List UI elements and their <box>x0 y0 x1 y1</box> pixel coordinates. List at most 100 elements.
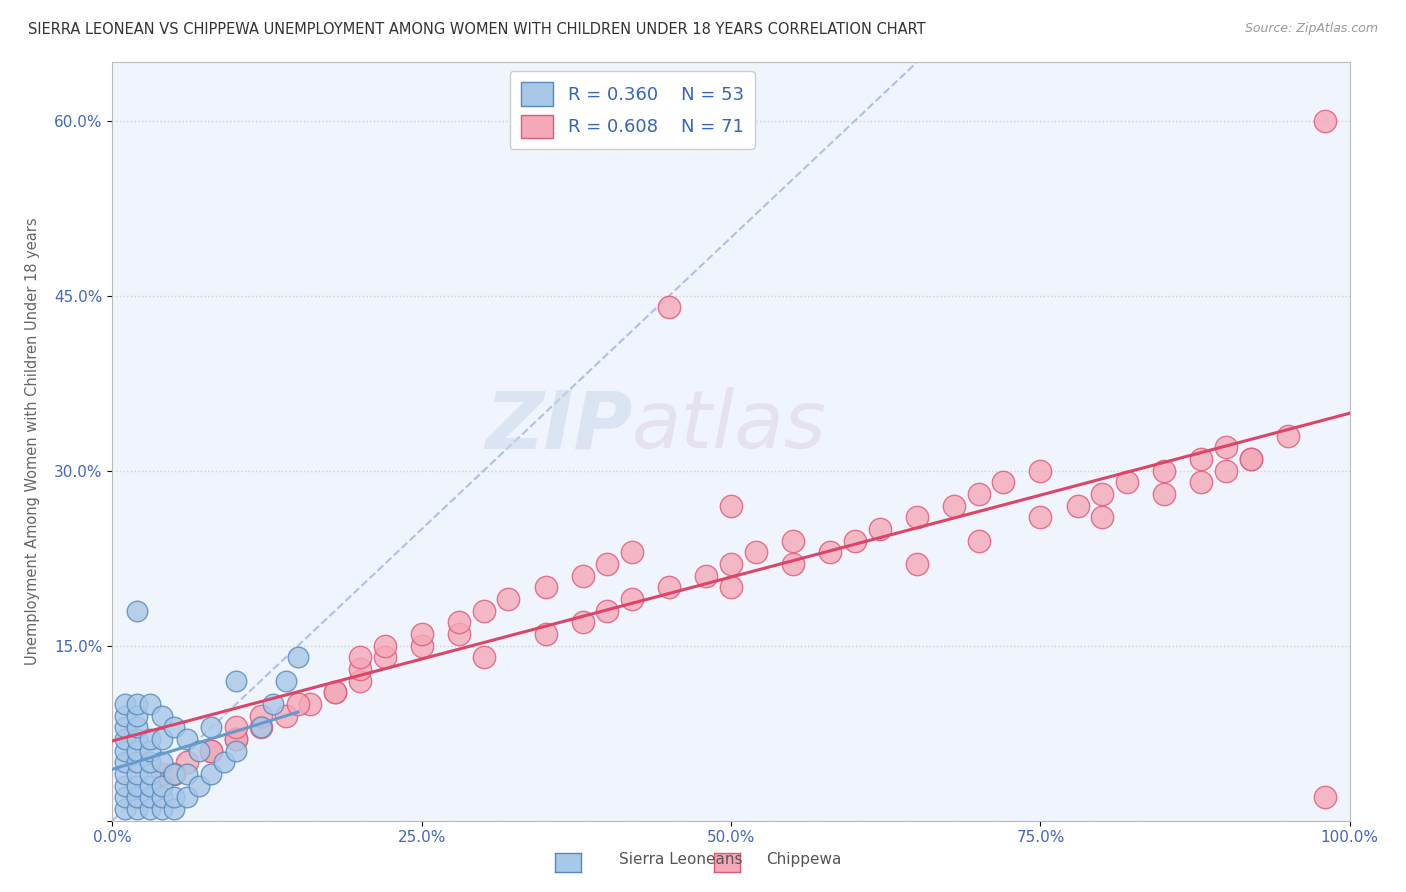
Point <box>1277 428 1299 442</box>
Point <box>250 720 273 734</box>
Point <box>993 475 1015 490</box>
Point <box>225 673 247 688</box>
Point <box>967 533 990 548</box>
Point <box>1240 452 1263 467</box>
Point <box>138 767 160 781</box>
Point <box>114 697 136 711</box>
Point <box>323 685 346 699</box>
Point <box>1029 464 1052 478</box>
Point <box>349 673 371 688</box>
Point <box>127 790 149 805</box>
Point <box>1066 499 1088 513</box>
Point <box>782 557 804 571</box>
Point <box>374 639 396 653</box>
Point <box>114 720 136 734</box>
Point <box>225 731 247 746</box>
Point <box>411 627 433 641</box>
Point <box>1091 510 1114 524</box>
Point <box>472 650 495 665</box>
Text: ZIP: ZIP <box>485 387 633 466</box>
Point <box>127 708 149 723</box>
Point <box>287 650 309 665</box>
Point <box>1313 113 1336 128</box>
Point <box>188 744 211 758</box>
Point <box>163 767 186 781</box>
Text: SIERRA LEONEAN VS CHIPPEWA UNEMPLOYMENT AMONG WOMEN WITH CHILDREN UNDER 18 YEARS: SIERRA LEONEAN VS CHIPPEWA UNEMPLOYMENT … <box>28 22 925 37</box>
Point <box>1215 441 1237 455</box>
Point <box>905 510 928 524</box>
Point <box>127 731 149 746</box>
Point <box>534 627 557 641</box>
Point <box>127 767 149 781</box>
Point <box>138 731 160 746</box>
Point <box>114 708 136 723</box>
Text: Source: ZipAtlas.com: Source: ZipAtlas.com <box>1244 22 1378 36</box>
Point <box>745 545 768 559</box>
Point <box>869 522 891 536</box>
Point <box>200 767 222 781</box>
Point <box>1153 464 1175 478</box>
Point <box>138 802 160 816</box>
Point <box>163 802 186 816</box>
Point <box>176 767 198 781</box>
Point <box>1189 452 1212 467</box>
Point <box>447 615 470 630</box>
Point <box>127 802 149 816</box>
Point <box>200 744 222 758</box>
Point <box>411 639 433 653</box>
Point <box>114 767 136 781</box>
Point <box>349 662 371 676</box>
Point <box>250 720 273 734</box>
Point <box>498 592 520 607</box>
Point <box>138 744 160 758</box>
Point <box>695 568 717 582</box>
Point <box>844 533 866 548</box>
Point <box>596 557 619 571</box>
Point <box>225 731 247 746</box>
Point <box>782 533 804 548</box>
Point <box>720 499 742 513</box>
Point <box>127 697 149 711</box>
Point <box>150 731 173 746</box>
Point <box>114 790 136 805</box>
Point <box>200 744 222 758</box>
Point <box>150 779 173 793</box>
Point <box>299 697 322 711</box>
Point <box>1313 790 1336 805</box>
Point <box>571 568 593 582</box>
Point <box>472 604 495 618</box>
Point <box>374 650 396 665</box>
Point <box>127 779 149 793</box>
Point <box>1029 510 1052 524</box>
Point <box>127 744 149 758</box>
Point <box>114 756 136 770</box>
Point <box>621 592 644 607</box>
Point <box>250 708 273 723</box>
Point <box>274 708 297 723</box>
Point <box>658 301 681 315</box>
Point <box>1116 475 1139 490</box>
Point <box>1153 487 1175 501</box>
Point <box>534 580 557 594</box>
Point <box>114 744 136 758</box>
Point <box>596 604 619 618</box>
Point <box>114 802 136 816</box>
Point <box>287 697 309 711</box>
Point <box>150 802 173 816</box>
Point <box>1240 452 1263 467</box>
Point <box>163 720 186 734</box>
Point <box>138 779 160 793</box>
Point <box>1215 464 1237 478</box>
Point <box>720 557 742 571</box>
Point <box>274 673 297 688</box>
Point <box>138 697 160 711</box>
Point <box>905 557 928 571</box>
Point <box>114 731 136 746</box>
Point <box>163 790 186 805</box>
Point <box>967 487 990 501</box>
Point <box>621 545 644 559</box>
Point <box>262 697 284 711</box>
Point <box>212 756 235 770</box>
Point <box>176 756 198 770</box>
Point <box>163 767 186 781</box>
